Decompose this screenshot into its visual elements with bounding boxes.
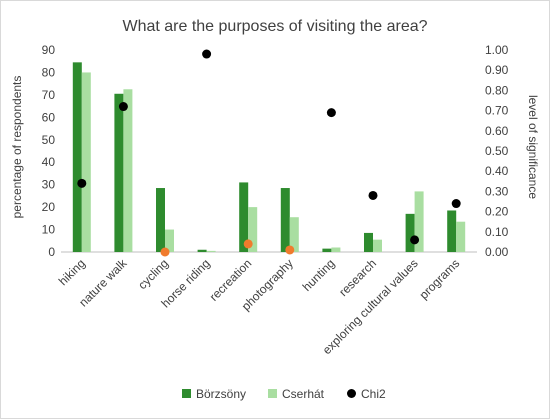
chart-title: What are the purposes of visiting the ar… [122, 18, 427, 35]
y2-tick-label: 0.30 [485, 184, 509, 198]
bar-borzsony [72, 62, 82, 252]
y2-tick-label: 0.80 [485, 83, 509, 97]
chi2-point [118, 102, 128, 112]
y-axis-title: percentage of respondents [10, 76, 24, 219]
y2-tick-label: 0.60 [485, 124, 509, 138]
bar-cserhat [373, 239, 382, 252]
y-tick-label: 90 [42, 43, 56, 57]
bar-cserhat [414, 191, 424, 252]
x-tick-label: cycling [135, 256, 171, 292]
bar-borzsony [239, 182, 249, 252]
chi2-point [202, 49, 212, 59]
y-tick-label: 50 [42, 133, 56, 147]
y2-tick-label: 0.40 [485, 164, 509, 178]
chi2-point [451, 199, 461, 209]
bar-borzsony [322, 248, 332, 252]
chart-marks: 0 10 20 30 40 50 60 70 80 90 0.00 0.10 0.20 0.30 0.40 0… [42, 43, 509, 357]
x-tick-label: hiking [56, 256, 88, 288]
y2-tick-label: 0.20 [485, 205, 509, 219]
bar-borzsony [114, 93, 124, 253]
y-tick-label: 0 [48, 245, 55, 259]
y-tick-label: 10 [42, 223, 56, 237]
legend-swatch-1 [268, 389, 277, 398]
legend-swatch-2 [347, 389, 356, 398]
legend-swatch-0 [182, 389, 191, 398]
chi2-point [368, 190, 378, 200]
chi2-point [285, 245, 295, 255]
bar-cserhat [289, 217, 299, 252]
bar-cserhat [81, 72, 91, 252]
y2-tick-label: 0.10 [485, 225, 509, 239]
bar-borzsony [156, 188, 165, 252]
bar-borzsony [280, 188, 290, 252]
y2-tick-label: 0.70 [485, 104, 509, 118]
chi2-point [410, 235, 420, 245]
bar-cserhat [123, 89, 133, 253]
bar-cserhat [456, 221, 466, 252]
y2-tick-label: 0.50 [485, 144, 509, 158]
bar-cserhat [165, 229, 174, 252]
y2-tick-label: 0.90 [485, 63, 509, 77]
bar-borzsony [447, 210, 457, 252]
chi2-point [243, 239, 253, 249]
chi2-point [160, 247, 170, 257]
y-tick-label: 30 [42, 178, 56, 192]
chi2-point [77, 178, 87, 188]
chi2-point [326, 108, 336, 118]
y2-tick-label: 0.00 [485, 245, 509, 259]
y-tick-label: 70 [42, 88, 56, 102]
bar-cserhat [331, 247, 341, 252]
legend-label-0: Börzsöny [196, 387, 246, 401]
x-tick-label: research [336, 256, 379, 299]
bar-borzsony [364, 232, 373, 252]
x-tick-label: programs [417, 256, 463, 302]
y2-tick-label: 1.00 [485, 43, 509, 57]
chart-legend: Börzsöny Cserhát Chi2 [182, 387, 386, 401]
y-tick-label: 20 [42, 200, 56, 214]
bar-cserhat [206, 250, 216, 252]
bar-cserhat [248, 207, 258, 252]
y-tick-label: 80 [42, 65, 56, 79]
x-tick-label: hunting [300, 256, 338, 294]
legend-label-2: Chi2 [361, 387, 386, 401]
bar-borzsony [197, 249, 207, 252]
y-tick-label: 40 [42, 155, 56, 169]
y-tick-label: 60 [42, 110, 56, 124]
legend-label-1: Cserhát [282, 387, 325, 401]
y2-axis-title: level of significance [526, 95, 540, 199]
bar-borzsony [405, 213, 415, 252]
